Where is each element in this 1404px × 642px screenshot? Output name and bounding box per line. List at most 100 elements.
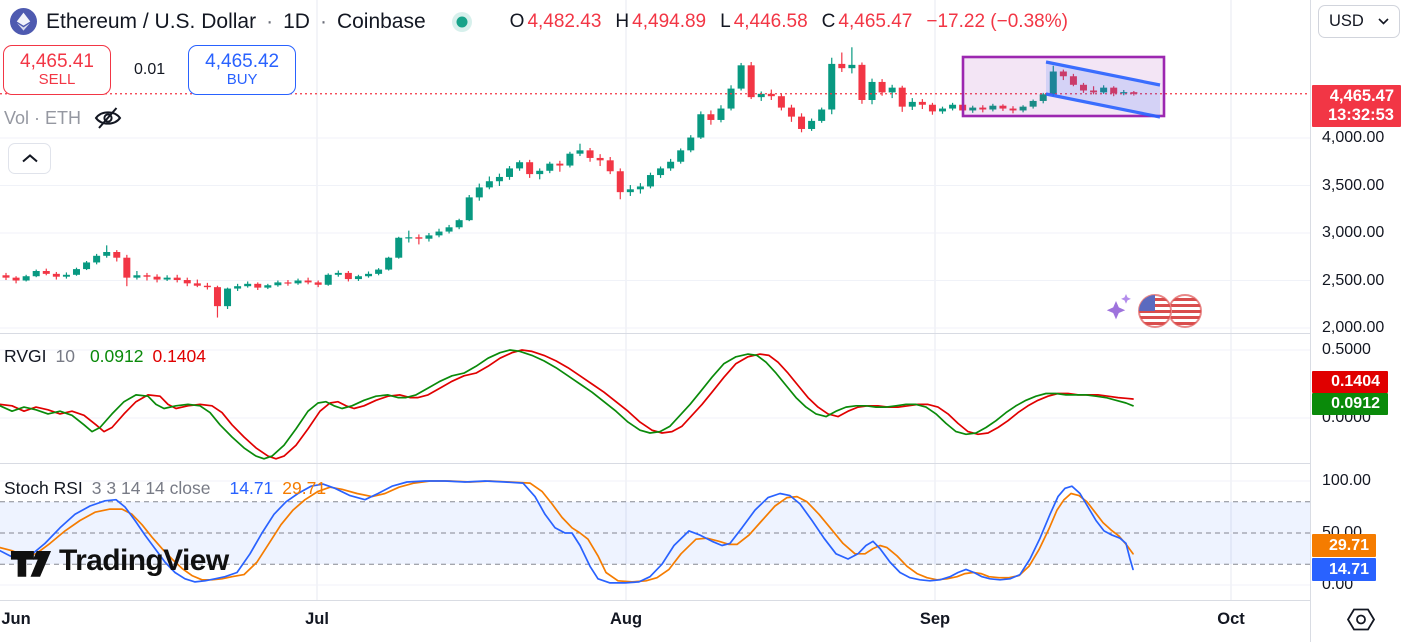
candle-body [687, 137, 695, 151]
candle-body [636, 186, 644, 190]
candle-body [838, 63, 846, 69]
tradingview-glyph-icon [10, 550, 52, 577]
candle-body [425, 235, 433, 239]
low-label: L [720, 10, 731, 32]
open-value: 4,482.43 [527, 10, 602, 32]
trade-buttons-panel: 4,465.41 SELL 0.01 4,465.42 BUY [3, 45, 297, 95]
ethereum-logo-icon [10, 8, 37, 35]
rvgi-indicator-row[interactable]: RVGI 10 0.0912 0.1404 [4, 346, 206, 367]
flag-circle-right-icon [1168, 294, 1202, 328]
price-tick-label: 2,000.00 [1322, 319, 1385, 336]
spread-value: 0.01 [134, 61, 166, 78]
buy-label: BUY [226, 71, 258, 89]
candle-body [435, 231, 443, 236]
symbol-header: Ethereum / U.S. Dollar · 1D · Coinbase O… [10, 5, 1068, 38]
candle-body [12, 277, 20, 281]
collapse-panel-button[interactable] [8, 143, 51, 174]
stoch-d-value: 29.71 [282, 478, 327, 498]
candle-body [969, 107, 977, 111]
candle-body [566, 153, 574, 166]
close-label: C [821, 10, 836, 32]
stoch-k-value: 14.71 [229, 478, 274, 498]
candle-body [1130, 92, 1138, 94]
candle-body [1059, 71, 1067, 77]
month-label: Jun [1, 610, 31, 628]
month-label: Sep [919, 610, 951, 628]
candle-body [62, 274, 70, 277]
separator-dot: · [266, 9, 274, 33]
candle-body [757, 93, 765, 98]
price-tick-label: 3,500.00 [1322, 177, 1385, 194]
candle-body [324, 274, 332, 285]
candle-body [254, 283, 262, 288]
symbol-title[interactable]: Ethereum / U.S. Dollar [46, 9, 257, 33]
candle-body [1079, 84, 1087, 91]
time-axis[interactable]: Jun Jul Aug Sep Oct [0, 600, 1310, 642]
candle-body [616, 171, 624, 193]
candle-body [747, 65, 755, 98]
candle-body [183, 280, 191, 284]
candle-body [153, 276, 161, 280]
sell-button[interactable]: 4,465.41 SELL [3, 45, 111, 95]
candle-body [264, 285, 272, 288]
candle-body [485, 181, 493, 188]
candle-body [596, 157, 604, 161]
price-axis[interactable]: USD 4,465.47 13:32:53 0.1404 0.0912 29.7… [1310, 0, 1404, 642]
stoch-d-badge: 29.71 [1312, 534, 1376, 557]
separator-dot: · [319, 9, 327, 33]
eye-hidden-icon[interactable] [94, 106, 122, 130]
candle-body [354, 276, 362, 280]
candle-body [949, 104, 957, 109]
price-tick-label: 4,000.00 [1322, 129, 1385, 146]
ohlc-values: O 4,482.43 H 4,494.89 L 4,446.58 C 4,465.47 … [510, 11, 1068, 33]
sparkle-small-icon [1121, 294, 1131, 304]
candle-body [365, 273, 373, 277]
currency-selector[interactable]: USD [1318, 5, 1400, 38]
exchange-label[interactable]: Coinbase [336, 9, 426, 33]
candle-body [395, 237, 403, 258]
price-tick-label: 2,500.00 [1322, 272, 1385, 289]
candlestick-chart-canvas[interactable] [0, 0, 1310, 600]
interval-button[interactable]: 1D [283, 9, 310, 33]
candle-body [858, 64, 866, 100]
candle-body [898, 87, 906, 107]
candle-body [536, 170, 544, 175]
candle-body [294, 280, 302, 284]
candle-body [848, 64, 856, 69]
candle-body [274, 282, 282, 286]
tradingview-logo[interactable]: TradingView [10, 544, 229, 578]
candle-body [1039, 94, 1047, 101]
candle-body [989, 105, 997, 110]
candle-body [868, 81, 876, 100]
candle-body [1120, 92, 1128, 94]
candle-body [405, 237, 413, 239]
market-status-icon[interactable] [451, 11, 473, 33]
stoch-params: 3 3 14 14 close [91, 478, 211, 498]
candle-body [163, 277, 171, 280]
candle-body [304, 280, 312, 283]
axis-settings-button[interactable] [1346, 607, 1376, 632]
month-label: Jul [305, 610, 329, 628]
change-value: −17.22 (−0.38%) [926, 10, 1068, 32]
flag-circle-us-icon [1138, 294, 1172, 328]
candle-body [1110, 87, 1118, 94]
rvgi-name: RVGI [4, 346, 47, 366]
candle-body [677, 150, 685, 162]
candle-body [777, 96, 785, 108]
candle-body [928, 104, 936, 112]
buy-button[interactable]: 4,465.42 BUY [188, 45, 297, 95]
stoch-rsi-indicator-row[interactable]: Stoch RSI 3 3 14 14 close 14.71 29.71 [4, 478, 326, 499]
candle-body [737, 65, 745, 89]
chevron-up-icon [21, 154, 38, 163]
candle-body [939, 108, 947, 112]
candle-body [334, 272, 342, 275]
candle-body [385, 257, 393, 270]
volume-label: Vol · ETH [4, 107, 82, 128]
candle-body [113, 252, 121, 258]
current-price-badge: 4,465.47 13:32:53 [1312, 85, 1401, 127]
rvgi-main-value: 0.0912 [89, 346, 144, 366]
candle-body [455, 220, 463, 228]
rvgi-main-line [0, 349, 1134, 460]
volume-indicator-row[interactable]: Vol · ETH [4, 106, 122, 130]
